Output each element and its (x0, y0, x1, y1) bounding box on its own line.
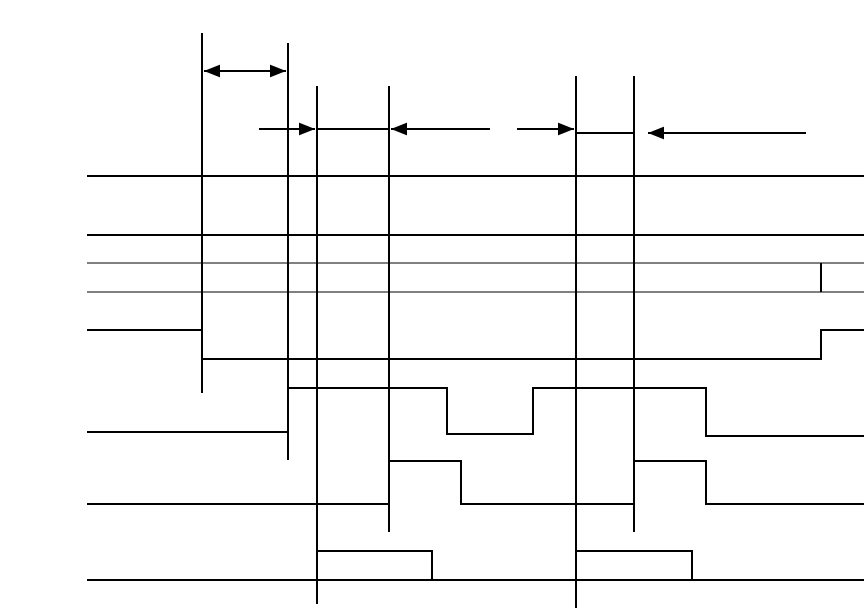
signal-pulse (576, 550, 693, 580)
signal-waveform (87, 387, 864, 437)
signal-waveform (87, 460, 864, 505)
signals (87, 175, 864, 581)
timing-markers (201, 33, 635, 608)
interval-arrows (204, 64, 806, 140)
signal-waveform (87, 329, 864, 360)
signal-pulse (317, 550, 433, 580)
